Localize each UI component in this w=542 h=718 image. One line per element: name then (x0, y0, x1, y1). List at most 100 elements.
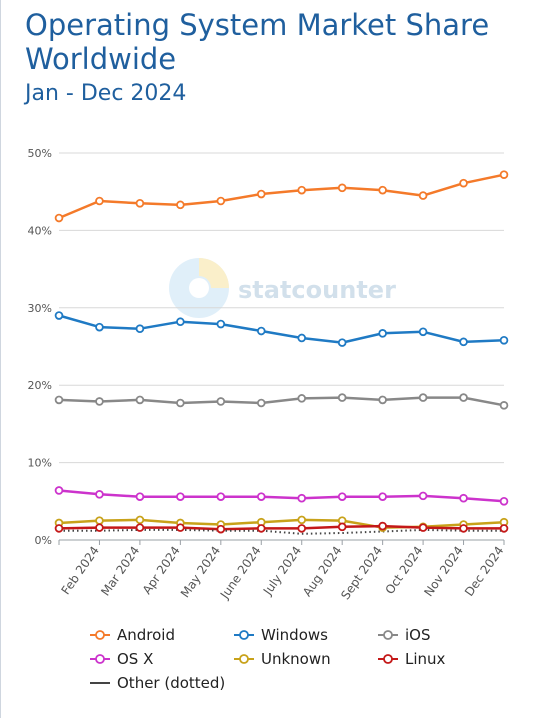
x-tick-label: Aug 2024 (300, 544, 345, 599)
data-point-android[interactable] (135, 199, 145, 208)
data-point-ios[interactable] (297, 394, 307, 403)
x-tick-label: Oct 2024 (382, 544, 425, 597)
legend-marker-icon (234, 630, 254, 640)
legend-item-linux[interactable]: Linux (377, 650, 519, 668)
data-point-android[interactable] (418, 191, 428, 200)
legend-label: Other (dotted) (117, 674, 226, 692)
data-point-ios[interactable] (176, 398, 185, 408)
legend-marker-icon (234, 654, 254, 664)
series-line-ios (58, 396, 505, 407)
data-point-windows[interactable] (337, 338, 347, 347)
data-point-linux[interactable] (95, 523, 104, 532)
data-point-os-x[interactable] (95, 490, 104, 499)
legend-item-os-x[interactable]: OS X (89, 650, 233, 668)
data-point-unknown[interactable] (95, 516, 104, 525)
data-point-ios[interactable] (54, 395, 64, 405)
data-point-android[interactable] (95, 196, 104, 206)
data-point-android[interactable] (176, 200, 185, 210)
series-line-unknown (58, 518, 505, 529)
data-point-linux[interactable] (459, 524, 468, 533)
legend-item-windows[interactable]: Windows (233, 626, 377, 644)
watermark-text: statcounter (238, 276, 396, 304)
legend-item-ios[interactable]: iOS (377, 626, 519, 644)
data-point-android[interactable] (216, 196, 226, 206)
data-point-os-x[interactable] (54, 486, 64, 495)
data-point-linux[interactable] (378, 521, 387, 531)
data-point-ios[interactable] (459, 393, 468, 402)
data-point-android[interactable] (499, 170, 509, 179)
data-point-windows[interactable] (135, 324, 145, 333)
data-point-linux[interactable] (135, 523, 145, 532)
legend-label: OS X (117, 650, 154, 668)
data-point-windows[interactable] (459, 337, 468, 347)
data-point-linux[interactable] (216, 524, 226, 534)
data-point-android[interactable] (297, 185, 307, 195)
legend-label: Windows (261, 626, 328, 644)
x-tick-label: Feb 2024 (59, 544, 102, 598)
legend-marker-icon (378, 630, 398, 640)
data-point-ios[interactable] (378, 395, 387, 405)
data-point-ios[interactable] (418, 393, 428, 402)
x-tick-label: Apr 2024 (140, 544, 183, 597)
data-point-windows[interactable] (216, 319, 226, 329)
y-tick-label: 30% (28, 302, 52, 315)
x-tick-label: July 2024 (260, 544, 304, 599)
data-point-ios[interactable] (499, 401, 509, 410)
y-tick-label: 50% (28, 147, 52, 160)
data-point-windows[interactable] (418, 327, 428, 337)
data-point-os-x[interactable] (297, 493, 307, 503)
data-point-windows[interactable] (176, 317, 185, 327)
data-point-linux[interactable] (297, 524, 307, 533)
data-point-ios[interactable] (135, 395, 145, 405)
data-point-windows[interactable] (95, 322, 104, 332)
data-point-unknown[interactable] (135, 515, 145, 525)
legend-marker-icon (90, 654, 110, 664)
data-point-linux[interactable] (176, 523, 185, 532)
data-point-android[interactable] (378, 185, 387, 195)
series-line-windows (58, 314, 505, 344)
chart-title: Operating System Market Share Worldwide (25, 8, 490, 76)
data-point-windows[interactable] (54, 311, 64, 320)
watermark-logo-center-icon (189, 278, 209, 298)
data-point-ios[interactable] (337, 393, 347, 402)
data-point-windows[interactable] (256, 326, 266, 336)
data-point-android[interactable] (337, 183, 347, 193)
data-point-windows[interactable] (297, 333, 307, 343)
data-point-unknown[interactable] (297, 515, 307, 525)
legend-item-unknown[interactable]: Unknown (233, 650, 377, 668)
data-point-os-x[interactable] (256, 492, 266, 501)
data-point-os-x[interactable] (216, 492, 226, 501)
x-tick-label: June 2024 (217, 544, 264, 602)
data-point-ios[interactable] (95, 397, 104, 406)
legend-item-android[interactable]: Android (89, 626, 233, 644)
legend-label: Unknown (261, 650, 331, 668)
y-tick-label: 40% (28, 224, 52, 237)
x-tick-label: Mar 2024 (98, 544, 142, 599)
data-point-ios[interactable] (256, 398, 266, 408)
series-line-linux (58, 524, 504, 531)
data-point-os-x[interactable] (337, 492, 347, 501)
y-tick-label: 0% (35, 534, 52, 547)
data-point-os-x[interactable] (135, 492, 145, 501)
data-point-android[interactable] (459, 178, 468, 188)
data-point-os-x[interactable] (459, 493, 468, 503)
data-point-linux[interactable] (337, 522, 347, 532)
data-point-linux[interactable] (256, 524, 266, 533)
data-point-windows[interactable] (378, 329, 387, 338)
data-point-linux[interactable] (418, 523, 428, 532)
data-point-os-x[interactable] (499, 496, 509, 506)
data-point-windows[interactable] (499, 336, 509, 345)
data-point-android[interactable] (256, 189, 266, 199)
data-point-linux[interactable] (499, 524, 509, 533)
data-point-android[interactable] (54, 213, 64, 223)
data-point-ios[interactable] (216, 397, 226, 406)
data-point-os-x[interactable] (378, 492, 387, 501)
data-point-os-x[interactable] (418, 491, 428, 501)
legend-label: Linux (405, 650, 446, 668)
statcounter-watermark: statcounter (169, 258, 396, 318)
legend-item-other-dotted[interactable]: Other (dotted) (89, 674, 233, 692)
data-point-os-x[interactable] (176, 492, 185, 501)
data-point-linux[interactable] (54, 524, 64, 533)
